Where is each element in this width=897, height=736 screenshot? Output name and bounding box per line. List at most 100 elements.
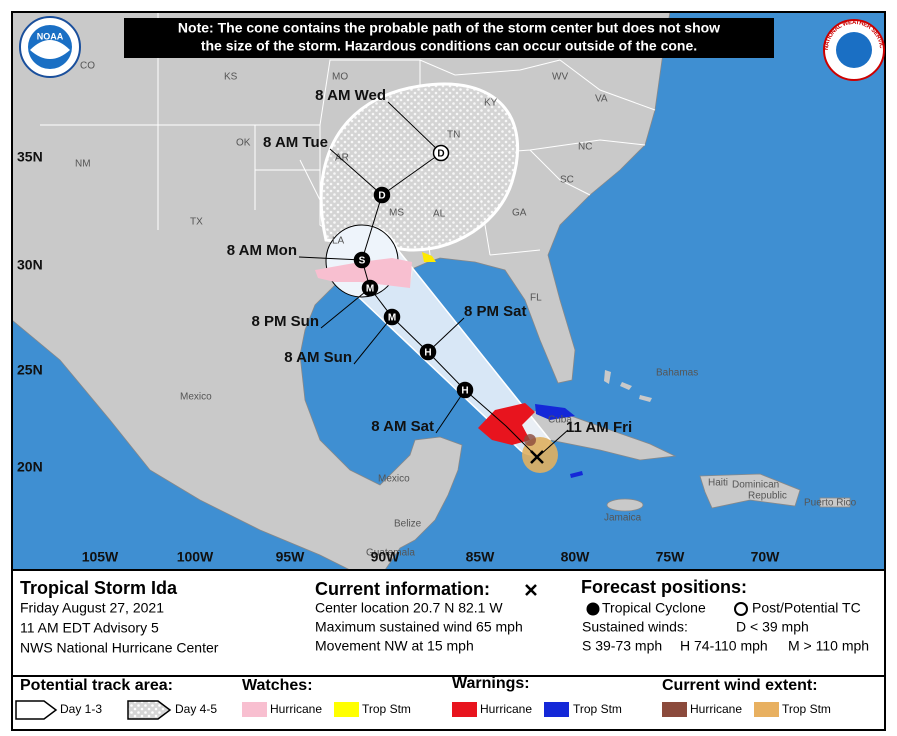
legend-title: Warnings: [452, 675, 530, 692]
legend-label: Hurricane [690, 702, 742, 716]
forecast-symbol: H [424, 348, 431, 359]
hurricane-watch-swatch [242, 702, 267, 717]
day45-label: Day 4-5 [175, 702, 217, 716]
leader-line [427, 317, 465, 353]
current-title: Current information: [315, 579, 490, 599]
forecast-symbol: D [437, 149, 444, 160]
jamaica [606, 498, 644, 512]
leader-line [298, 256, 363, 261]
longitude-label: 105W [82, 549, 119, 565]
storm-name: Tropical Storm Ida [20, 578, 178, 598]
forecast-title: Forecast positions: [581, 577, 747, 597]
region-label: Republic [748, 491, 787, 502]
current-label: 11 AM Fri [566, 419, 632, 436]
longitude-label: 95W [276, 549, 306, 565]
latitude-label: 30N [17, 257, 43, 273]
winds-h: H 74-110 mph [680, 638, 768, 654]
current-x-icon [525, 584, 537, 596]
winds-label: Sustained winds: [582, 619, 688, 635]
legend-title: Watches: [242, 677, 313, 694]
note-line: Note: The cone contains the probable pat… [178, 20, 720, 36]
leader-line [329, 148, 383, 196]
forecast-symbol: S [359, 256, 366, 267]
latitude-label: 20N [17, 459, 43, 475]
region-label: CO [80, 61, 95, 72]
winds-m: M > 110 mph [788, 638, 869, 654]
region-label: AR [335, 153, 349, 164]
region-label: VA [595, 94, 608, 105]
trop-storm-watch [422, 252, 436, 262]
forecast-point [456, 381, 474, 399]
hurricane-warning-swatch [452, 702, 477, 717]
region-label: AL [433, 209, 446, 220]
forecast-symbol: M [366, 284, 374, 295]
region-label: Mexico [378, 474, 410, 485]
ptc-icon [734, 602, 748, 616]
longitude-label: 80W [561, 549, 591, 565]
trop-wind-swatch [754, 702, 779, 717]
forecast-track: D 8 AM Wed D 8 AM Tue S 8 AM Mon M 8 PM Sun M 8 A… [227, 87, 632, 464]
longitude-label: 75W [656, 549, 686, 565]
region-label: Guatemala [366, 548, 415, 559]
legend-panel [11, 675, 886, 731]
forecast-label: 8 AM Wed [315, 87, 386, 104]
region-label: Puerto Rico [804, 498, 857, 509]
region-label: Cuba [548, 415, 572, 426]
hurricane-wind-swatch [662, 702, 687, 717]
legend-label: Trop Stm [362, 702, 411, 716]
day45-icon [127, 700, 172, 720]
bahamas [604, 370, 652, 402]
forecast-label: 8 AM Sun [284, 349, 352, 366]
legend-label: Trop Stm [573, 702, 622, 716]
legend-label: Hurricane [270, 702, 322, 716]
tc-icon [586, 602, 600, 616]
region-label: TN [447, 130, 460, 141]
latitude-label: 35N [17, 149, 43, 165]
forecast-label: 8 AM Mon [227, 242, 297, 259]
winds-d: D < 39 mph [736, 619, 809, 635]
forecast-point [383, 308, 401, 326]
noaa-text: NOAA [37, 31, 64, 41]
day13-icon [15, 700, 58, 720]
legend-title: Current wind extent: [662, 677, 818, 694]
trop-watch-swatch [334, 702, 359, 717]
longitude-label: 90W [371, 549, 401, 565]
forecast-point [353, 251, 371, 269]
current-position [530, 450, 544, 464]
map [13, 13, 884, 570]
region-label: FL [530, 293, 542, 304]
leader-line [539, 429, 569, 456]
leader-line [435, 389, 466, 434]
storm-line: 11 AM EDT Advisory 5 [20, 620, 159, 636]
region-label: TX [190, 217, 203, 228]
region-label: KS [224, 72, 238, 83]
region-label: OK [236, 138, 251, 149]
forecast-point [432, 144, 450, 162]
legend-label: Hurricane [480, 702, 532, 716]
trop-storm-warning [535, 404, 583, 478]
longitude-label: 85W [466, 549, 496, 565]
forecast-label: 8 PM Sat [464, 303, 527, 320]
region-label: Haiti [708, 478, 728, 489]
forecast-point [361, 279, 379, 297]
region-label: SC [560, 175, 574, 186]
legend-title: Potential track area: [20, 677, 173, 694]
region-label: Jamaica [604, 513, 642, 524]
ptc-label: Post/Potential TC [752, 600, 861, 616]
region-label: Dominican [732, 480, 779, 491]
region-label: GA [512, 208, 527, 219]
forecast-label: 8 AM Tue [263, 134, 328, 151]
leader-line [320, 287, 371, 329]
hurricane-watch [315, 258, 412, 288]
forecast-symbol: M [388, 313, 396, 324]
trop-warning-swatch [544, 702, 569, 717]
region-label: Mexico [180, 392, 212, 403]
region-label: Bahamas [656, 368, 698, 379]
region-label: LA [332, 236, 345, 247]
winds-s: S 39-73 mph [582, 638, 662, 654]
current-line: Maximum sustained wind 65 mph [315, 619, 523, 635]
leader-line [353, 316, 393, 365]
region-label: MS [389, 208, 404, 219]
nws-logo-inner [836, 32, 872, 68]
